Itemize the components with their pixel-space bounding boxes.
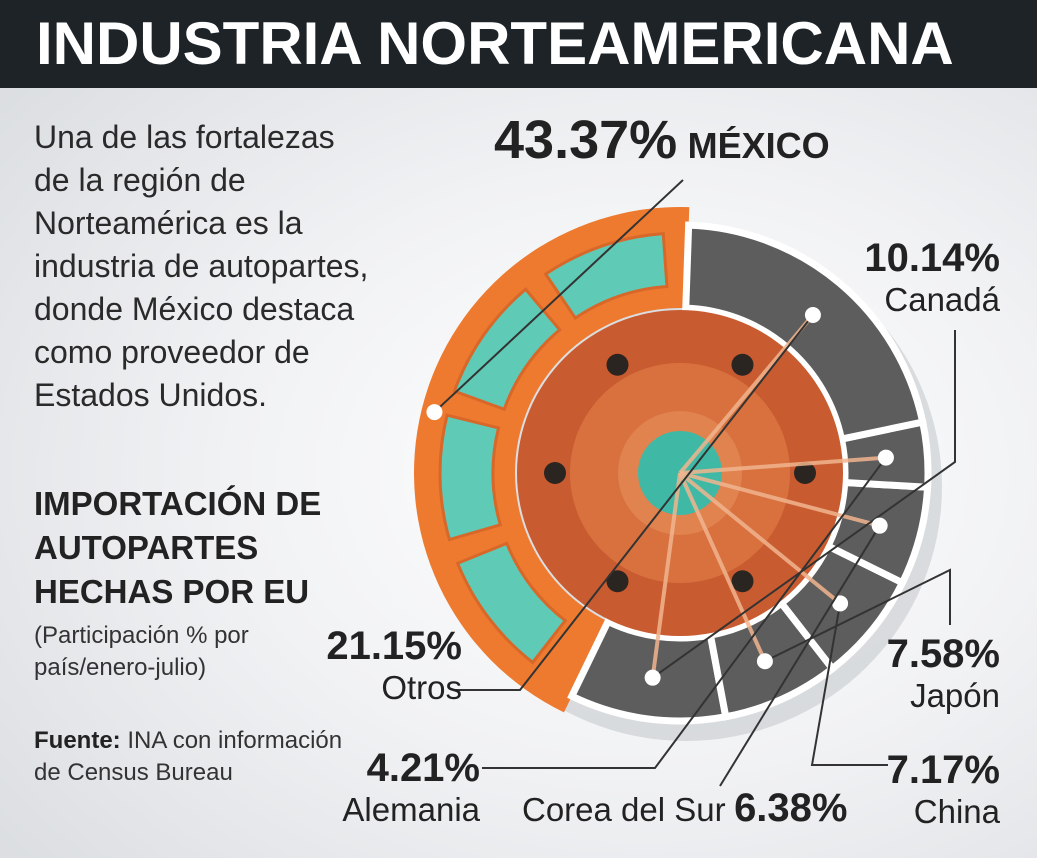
anchor-dot-japon [756, 653, 773, 670]
vent-slot [438, 413, 503, 542]
slice-label-japon: 7.58% Japón [840, 632, 1000, 716]
slice-country: Corea del Sur [522, 791, 726, 828]
slice-label-china: 7.17% China [840, 748, 1000, 832]
slice-value: 21.15% [326, 624, 462, 668]
source-text: INA con información de Census Bureau [34, 727, 343, 786]
anchor-dot-china [832, 595, 849, 612]
slice-otros [682, 221, 927, 444]
anchor-dot-otros [804, 306, 821, 323]
slice-label-canada: 10.14% Canadá [840, 236, 1000, 320]
slice-value: 10.14% [864, 236, 1000, 280]
slice-label-corea: Corea del Sur 6.38% [522, 786, 847, 830]
slice-label-mexico: 43.37% MÉXICO [494, 113, 830, 167]
spoke-otros [678, 314, 814, 475]
slice-country: Otros [381, 669, 462, 706]
header-bar: INDUSTRIA NORTEAMERICANA [0, 0, 1037, 88]
anchor-dot-mexico [426, 404, 443, 421]
source-note: Fuente: INA con información de Census Bu… [34, 725, 364, 789]
spoke-japon [678, 472, 767, 661]
slice-value: 6.38% [734, 786, 848, 830]
leader-mexico [433, 179, 684, 413]
slice-value: 43.37% [494, 110, 678, 170]
spoke-china [678, 471, 841, 605]
slice-country: Japón [910, 677, 1000, 714]
leader-china [810, 603, 888, 766]
chart-title: IMPORTACIÓN DE AUTOPARTES HECHAS POR EU [34, 485, 322, 610]
leader-alemania [482, 456, 887, 769]
slice-label-otros: 21.15% Otros [300, 624, 462, 708]
slice-country: Alemania [342, 791, 480, 828]
slice-label-alemania: 4.21% Alemania [300, 746, 480, 830]
leader-corea-del-sur [719, 525, 881, 787]
leader-canada [652, 330, 956, 679]
leader-japon [764, 568, 951, 663]
slice-country: China [913, 793, 1000, 830]
slice-country: Canadá [884, 281, 1000, 318]
bolt-hole [544, 462, 566, 484]
vent-slot [455, 541, 568, 665]
slice-value: 7.58% [886, 632, 1000, 676]
anchor-dot-alemania [877, 449, 894, 466]
source-label: Fuente: [34, 727, 121, 754]
slice-value: 7.17% [886, 748, 1000, 792]
spoke-alemania [679, 455, 885, 475]
slice-value: 4.21% [366, 746, 480, 790]
slice-country: MÉXICO [687, 125, 830, 166]
bolt-hole [731, 353, 754, 376]
page-title: INDUSTRIA NORTEAMERICANA [36, 10, 954, 77]
vent-slot [543, 231, 669, 321]
chart-subtitle: (Participación % por país/enero-julio) [34, 622, 249, 681]
bolt-hole [794, 462, 816, 484]
anchor-dot-corea-del-sur [871, 517, 888, 534]
leader-otros [455, 314, 814, 691]
anchor-dot-canada [644, 669, 661, 686]
leader-lines [426, 179, 956, 787]
intro-text: Una de las fortalezas de la región de No… [34, 119, 369, 413]
bolt-hole [606, 353, 629, 376]
bolt-hole [606, 570, 629, 593]
spoke-canada [650, 472, 682, 677]
bolt-hole [731, 570, 754, 593]
spoke-corea-del-sur [679, 471, 879, 528]
